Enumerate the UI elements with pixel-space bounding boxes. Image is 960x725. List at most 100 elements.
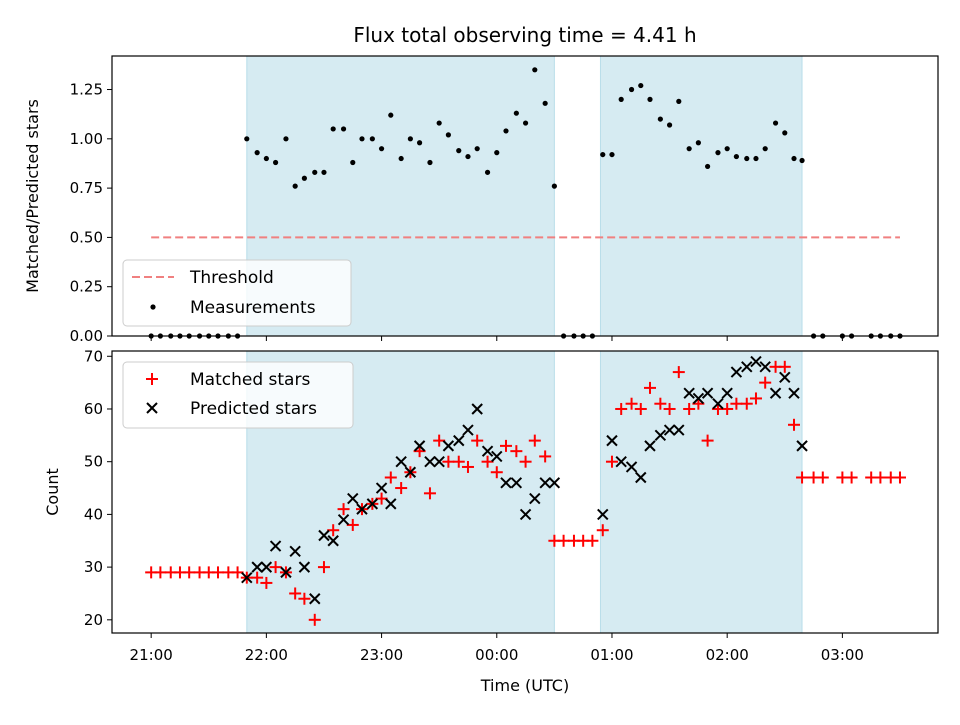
predicted-star-point (663, 424, 676, 436)
measurement-point (456, 148, 462, 154)
legend-matched-marker (146, 373, 158, 385)
matched-star-point (269, 561, 282, 574)
measurement-point (724, 146, 730, 152)
measurement-point (321, 169, 327, 175)
matched-star-point (643, 381, 656, 394)
matched-star-point (317, 561, 330, 574)
predicted-star-point (375, 482, 388, 494)
bottom-panel: 20 30 40 50 60 70 21:00 22:00 23:00 00:00 01:00 02… (43, 347, 939, 695)
matched-star-point (461, 460, 474, 473)
predicted-star-point (309, 593, 321, 605)
matched-star-point (672, 366, 685, 379)
predicted-star-point (796, 440, 808, 452)
matched-star-point (557, 534, 570, 547)
measurement-point (407, 136, 413, 142)
matched-star-point (251, 571, 264, 584)
matched-star-point (481, 455, 494, 468)
legend-matched-label: Matched stars (190, 370, 310, 390)
top-x-ticks (150, 336, 843, 341)
predicted-star-point (529, 492, 541, 505)
matched-star-point (605, 455, 618, 468)
top-y-tick-label: 1.00 (70, 130, 103, 148)
predicted-star-point (635, 471, 647, 484)
measurement-point (753, 155, 759, 162)
measurement-point (695, 140, 701, 146)
top-series (148, 67, 903, 339)
measurement-point (686, 146, 692, 152)
matched-star-point (625, 397, 638, 410)
measurement-point (762, 146, 768, 152)
predicted-star-point (701, 387, 714, 399)
measurement-point (369, 136, 375, 142)
predicted-star-point (779, 371, 791, 384)
matched-star-point (615, 402, 628, 415)
measurement-point (445, 132, 451, 138)
measurement-point (715, 150, 721, 156)
predicted-star-point (298, 561, 311, 573)
matched-star-point (423, 487, 436, 500)
predicted-star-point (750, 355, 762, 368)
top-y-axis: 0.00 0.25 0.50 0.75 1.00 1.25 (70, 81, 112, 345)
measurement-point (484, 169, 491, 175)
measurement-point (791, 155, 797, 162)
predicted-star-point (347, 492, 359, 505)
matched-star-point (384, 471, 397, 484)
predicted-star-point (433, 455, 445, 468)
matched-star-point (490, 466, 503, 479)
legend-threshold-label: Threshold (189, 268, 274, 288)
matched-star-point (452, 455, 465, 468)
top-shaded-interval (599, 55, 803, 337)
measurement-point (312, 169, 318, 175)
measurement-point (628, 86, 635, 93)
predicted-star-point (500, 477, 512, 489)
predicted-star-point (337, 513, 350, 526)
predicted-star-point (481, 445, 494, 457)
predicted-star-point (692, 392, 705, 405)
matched-star-point (749, 392, 762, 405)
top-y-tick-label: 0.75 (70, 179, 103, 197)
predicted-star-point (759, 361, 771, 373)
matched-star-point (778, 360, 791, 373)
predicted-star-point (597, 508, 609, 521)
top-y-tick-label: 0.00 (70, 327, 103, 345)
matched-star-point (211, 566, 224, 579)
measurement-point (292, 183, 298, 189)
predicted-star-point (712, 398, 724, 410)
measurement-point (666, 122, 673, 128)
bottom-y-tick-label: 60 (84, 400, 103, 418)
matched-star-point (499, 439, 512, 452)
bottom-y-tick-label: 30 (84, 558, 103, 576)
measurement-point (733, 153, 739, 160)
measurement-point (638, 82, 644, 89)
matched-star-point (893, 471, 906, 484)
predicted-star-point (510, 477, 523, 489)
matched-star-point (528, 434, 541, 447)
top-plot-frame (111, 55, 939, 337)
predicted-star-point (251, 561, 263, 573)
matched-star-point (539, 450, 552, 463)
measurement-point (647, 96, 653, 102)
measurement-point (609, 151, 615, 158)
predicted-star-point (683, 387, 695, 399)
matched-star-point (874, 471, 887, 484)
top-y-tick-label: 0.25 (70, 278, 103, 296)
measurement-point (522, 120, 529, 126)
legend-predicted-label: Predicted stars (190, 399, 317, 419)
measurement-point (551, 183, 557, 189)
bottom-x-axis-label: Time (UTC) (480, 676, 569, 695)
matched-star-point (395, 482, 408, 495)
matched-star-point (683, 402, 696, 415)
bottom-y-axis: 20 30 40 50 60 70 (84, 347, 112, 629)
matched-star-point (154, 566, 167, 579)
predicted-star-point (385, 498, 397, 510)
measurement-point (513, 110, 519, 116)
matched-star-point (327, 524, 340, 537)
top-y-tick-label: 1.25 (70, 81, 103, 99)
bottom-x-tick-label: 21:00 (130, 646, 173, 664)
matched-star-point (586, 534, 599, 547)
measurement-point (436, 120, 442, 126)
matched-star-point (796, 471, 809, 484)
predicted-star-point (730, 366, 743, 378)
measurement-point (772, 120, 779, 126)
